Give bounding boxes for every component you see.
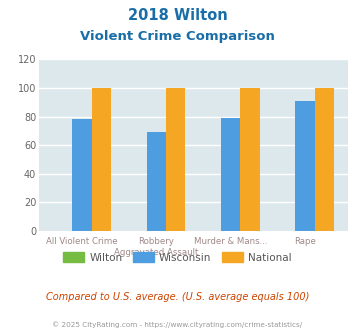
Bar [295, 101, 315, 231]
Bar [315, 88, 334, 231]
Bar [221, 118, 240, 231]
Bar [166, 88, 185, 231]
Text: © 2025 CityRating.com - https://www.cityrating.com/crime-statistics/: © 2025 CityRating.com - https://www.city… [53, 322, 302, 328]
Legend: Wilton, Wisconsin, National: Wilton, Wisconsin, National [59, 248, 296, 267]
Bar [92, 88, 111, 231]
Bar [240, 88, 260, 231]
Bar [72, 119, 92, 231]
Text: Compared to U.S. average. (U.S. average equals 100): Compared to U.S. average. (U.S. average … [46, 292, 309, 302]
Bar [147, 132, 166, 231]
Text: Violent Crime Comparison: Violent Crime Comparison [80, 30, 275, 43]
Text: 2018 Wilton: 2018 Wilton [128, 8, 227, 23]
